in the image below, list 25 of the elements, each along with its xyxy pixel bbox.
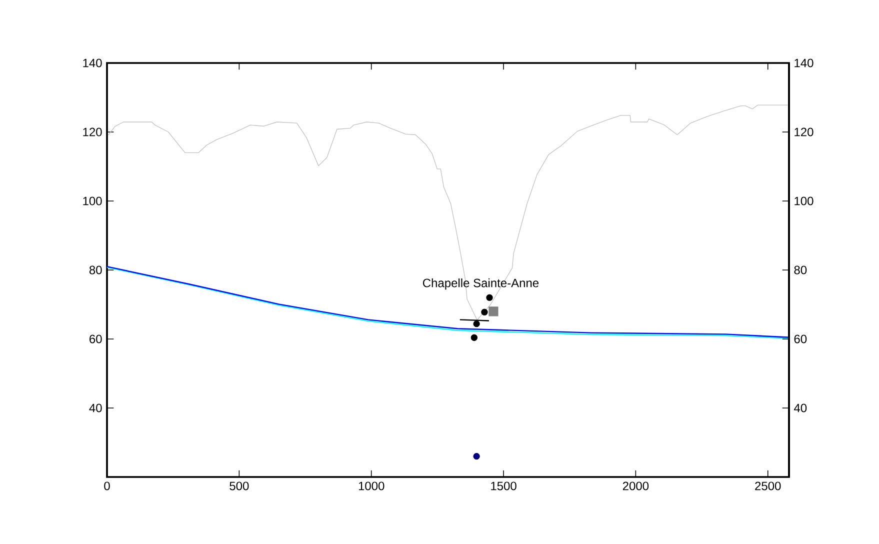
annotation: Chapelle Sainte-Anne — [422, 278, 539, 290]
x-tick-label: 2000 — [622, 482, 649, 490]
point — [486, 294, 493, 301]
point — [473, 452, 480, 460]
point — [470, 334, 478, 341]
y2-tick-label: 60 — [90, 334, 102, 344]
x-tick-label: 2500 — [755, 482, 781, 490]
x-tick-label: 0 — [104, 482, 110, 490]
x-tick-label: 1000 — [358, 482, 384, 490]
y-tick-label: 140 — [794, 58, 814, 68]
point — [488, 306, 498, 316]
y2-tick-label: 40 — [89, 404, 102, 412]
y-tick-label: 100 — [794, 196, 814, 206]
y-tick-label: 40 — [794, 404, 807, 412]
y2-tick-label: 120 — [83, 128, 102, 136]
y-tick-label: 80 — [794, 266, 807, 274]
x-tick-label: 500 — [230, 482, 249, 490]
point — [473, 320, 480, 328]
y-tick-label: 120 — [794, 128, 814, 136]
x-tick-label: 1500 — [491, 482, 516, 490]
y-tick-label: 60 — [794, 334, 807, 344]
y2-tick-label: 100 — [83, 196, 102, 206]
point — [481, 308, 488, 316]
y2-tick-label: 140 — [83, 58, 102, 68]
y2-tick-label: 80 — [89, 266, 102, 274]
